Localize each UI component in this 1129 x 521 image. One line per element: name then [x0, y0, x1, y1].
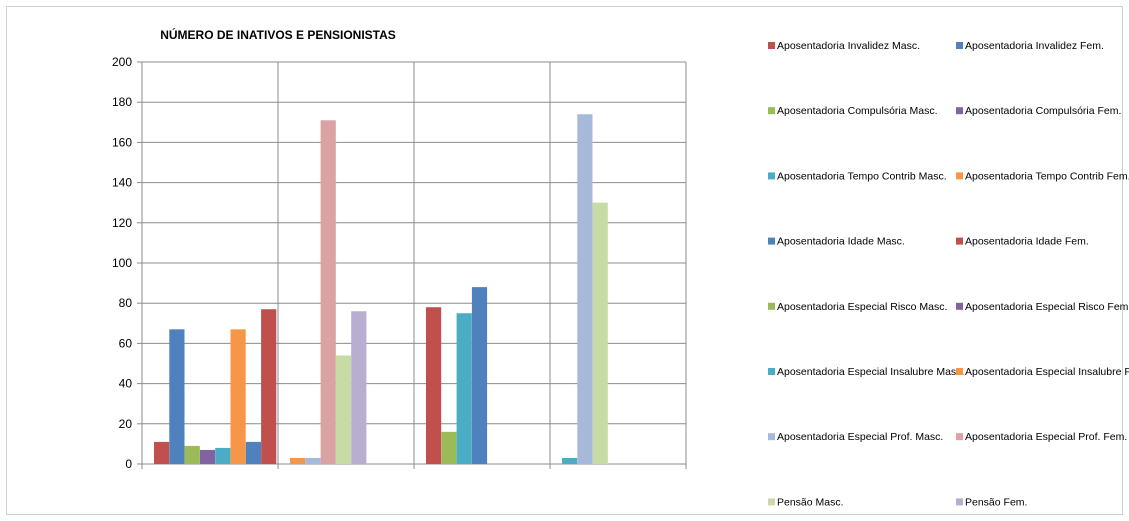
legend-label: Aposentadoria Tempo Contrib Fem. — [965, 170, 1129, 182]
legend-label: Aposentadoria Especial Insalubre Masc. — [777, 366, 964, 378]
bar — [290, 457, 306, 464]
legend-label: Aposentadoria Especial Risco Masc. — [777, 301, 947, 313]
legend-swatch — [956, 498, 963, 506]
legend-label: Aposentadoria Especial Risco Fem. — [965, 301, 1129, 313]
bar — [154, 441, 170, 464]
legend-label: Aposentadoria Invalidez Masc. — [777, 40, 920, 52]
legend-label: Pensão Masc. — [777, 496, 844, 508]
y-tick-label: 200 — [112, 55, 132, 69]
bar — [230, 329, 246, 464]
legend-label: Aposentadoria Especial Insalubre Fem. — [965, 366, 1129, 378]
bar — [351, 311, 367, 464]
legend-swatch — [956, 42, 963, 49]
y-tick-label: 60 — [119, 336, 133, 350]
y-tick-label: 100 — [112, 256, 132, 270]
legend-swatch — [956, 302, 963, 310]
legend-label: Aposentadoria Invalidez Fem. — [965, 40, 1104, 52]
bar — [305, 457, 321, 464]
y-tick-label: 0 — [125, 457, 132, 471]
bar — [577, 114, 593, 464]
bar — [562, 457, 578, 464]
y-tick-label: 20 — [119, 417, 133, 431]
legend-label: Aposentadoria Idade Fem. — [965, 236, 1089, 248]
y-tick-label: 140 — [112, 176, 132, 190]
y-tick-label: 40 — [119, 377, 133, 391]
bar — [592, 202, 608, 464]
legend-swatch — [956, 107, 963, 115]
bar — [471, 287, 488, 464]
legend-label: Aposentadoria Especial Prof. Masc. — [777, 431, 943, 443]
bar — [199, 449, 216, 464]
legend-label: Aposentadoria Compulsória Masc. — [777, 105, 938, 117]
legend-label: Aposentadoria Tempo Contrib Masc. — [777, 170, 947, 182]
legend-label: Aposentadoria Compulsória Fem. — [965, 105, 1121, 117]
legend-swatch — [768, 237, 775, 245]
bar — [245, 441, 261, 464]
y-tick-label: 80 — [119, 296, 133, 310]
bar — [426, 307, 442, 464]
legend-swatch — [768, 107, 775, 115]
chart-title: NÚMERO DE INATIVOS E PENSIONISTAS — [160, 27, 396, 42]
bar — [320, 120, 336, 464]
legend-swatch — [768, 368, 775, 375]
bar — [184, 445, 200, 464]
y-tick-label: 120 — [112, 216, 132, 230]
legend: Aposentadoria Invalidez Masc. Aposentador… — [768, 40, 1129, 508]
bar — [169, 329, 185, 464]
legend-swatch — [956, 368, 963, 375]
legend-swatch — [768, 42, 775, 49]
legend-label: Aposentadoria Idade Masc. — [777, 236, 905, 248]
y-tick-label: 160 — [112, 135, 132, 149]
legend-swatch — [768, 302, 775, 310]
bars-layer — [154, 114, 608, 464]
legend-label: Pensão Fem. — [965, 496, 1027, 508]
bar — [456, 313, 472, 464]
bar — [215, 447, 231, 464]
legend-swatch — [768, 433, 775, 441]
chart-frame — [6, 6, 1123, 515]
legend-swatch — [956, 237, 963, 245]
bar — [441, 431, 457, 464]
legend-label: Aposentadoria Especial Prof. Fem. — [965, 431, 1127, 443]
bar — [261, 309, 277, 464]
legend-swatch — [956, 433, 963, 441]
bar — [335, 355, 352, 464]
legend-swatch — [768, 172, 775, 180]
axis-layer: 0 20 40 60 80 100 120 140 160 180 200 — [112, 55, 687, 471]
legend-swatch — [956, 172, 963, 180]
y-tick-label: 180 — [112, 95, 132, 109]
legend-swatch — [768, 498, 775, 506]
